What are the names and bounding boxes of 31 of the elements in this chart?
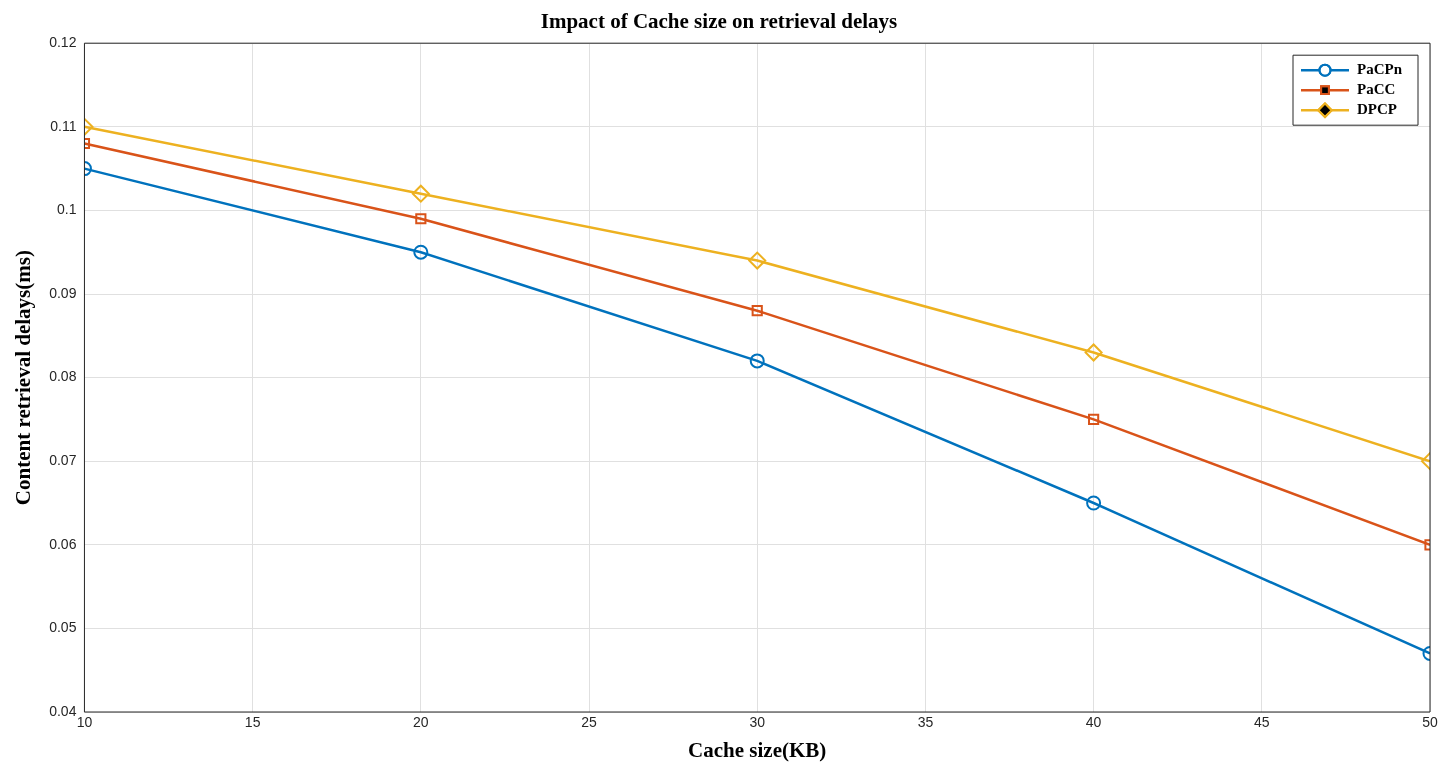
x-axis-title: Cache size(KB) [688,737,827,762]
x-tick-label: 30 [749,714,766,731]
point [411,184,430,203]
y-tick-label: 0.09 [49,284,77,301]
x-tick-label: 20 [413,714,429,731]
x-tick-label: 45 [1254,714,1270,731]
x-tick-label: 50 [1422,714,1438,731]
point [413,244,429,260]
point [415,213,427,225]
x-tick-label: 10 [76,714,93,731]
y-tick-label: 0.12 [49,34,77,51]
x-tick-label: 35 [917,714,934,731]
y-tick-label: 0.11 [50,117,77,134]
point [1084,343,1103,362]
y-tick-label: 0.06 [49,535,77,552]
point [748,251,767,270]
legend-label: DPCP [1357,101,1397,118]
y-tick-label: 0.04 [49,702,77,719]
y-tick-label: 0.05 [49,619,77,636]
x-tick-label: 25 [581,714,598,731]
chart-title: Impact of Cache size on retrieval delays [540,9,898,34]
legend-label: PaCPn [1357,61,1403,78]
x-tick-label: 15 [244,714,261,731]
x-tick-label: 40 [1085,714,1102,731]
legend-label: PaCC [1357,81,1396,98]
y-tick-label: 0.08 [49,368,77,385]
point [749,353,765,369]
y-axis-title: Content retrieval delays(ms) [11,250,36,506]
point [751,305,763,317]
y-tick-label: 0.07 [49,452,77,469]
y-tick-label: 0.1 [56,201,77,218]
